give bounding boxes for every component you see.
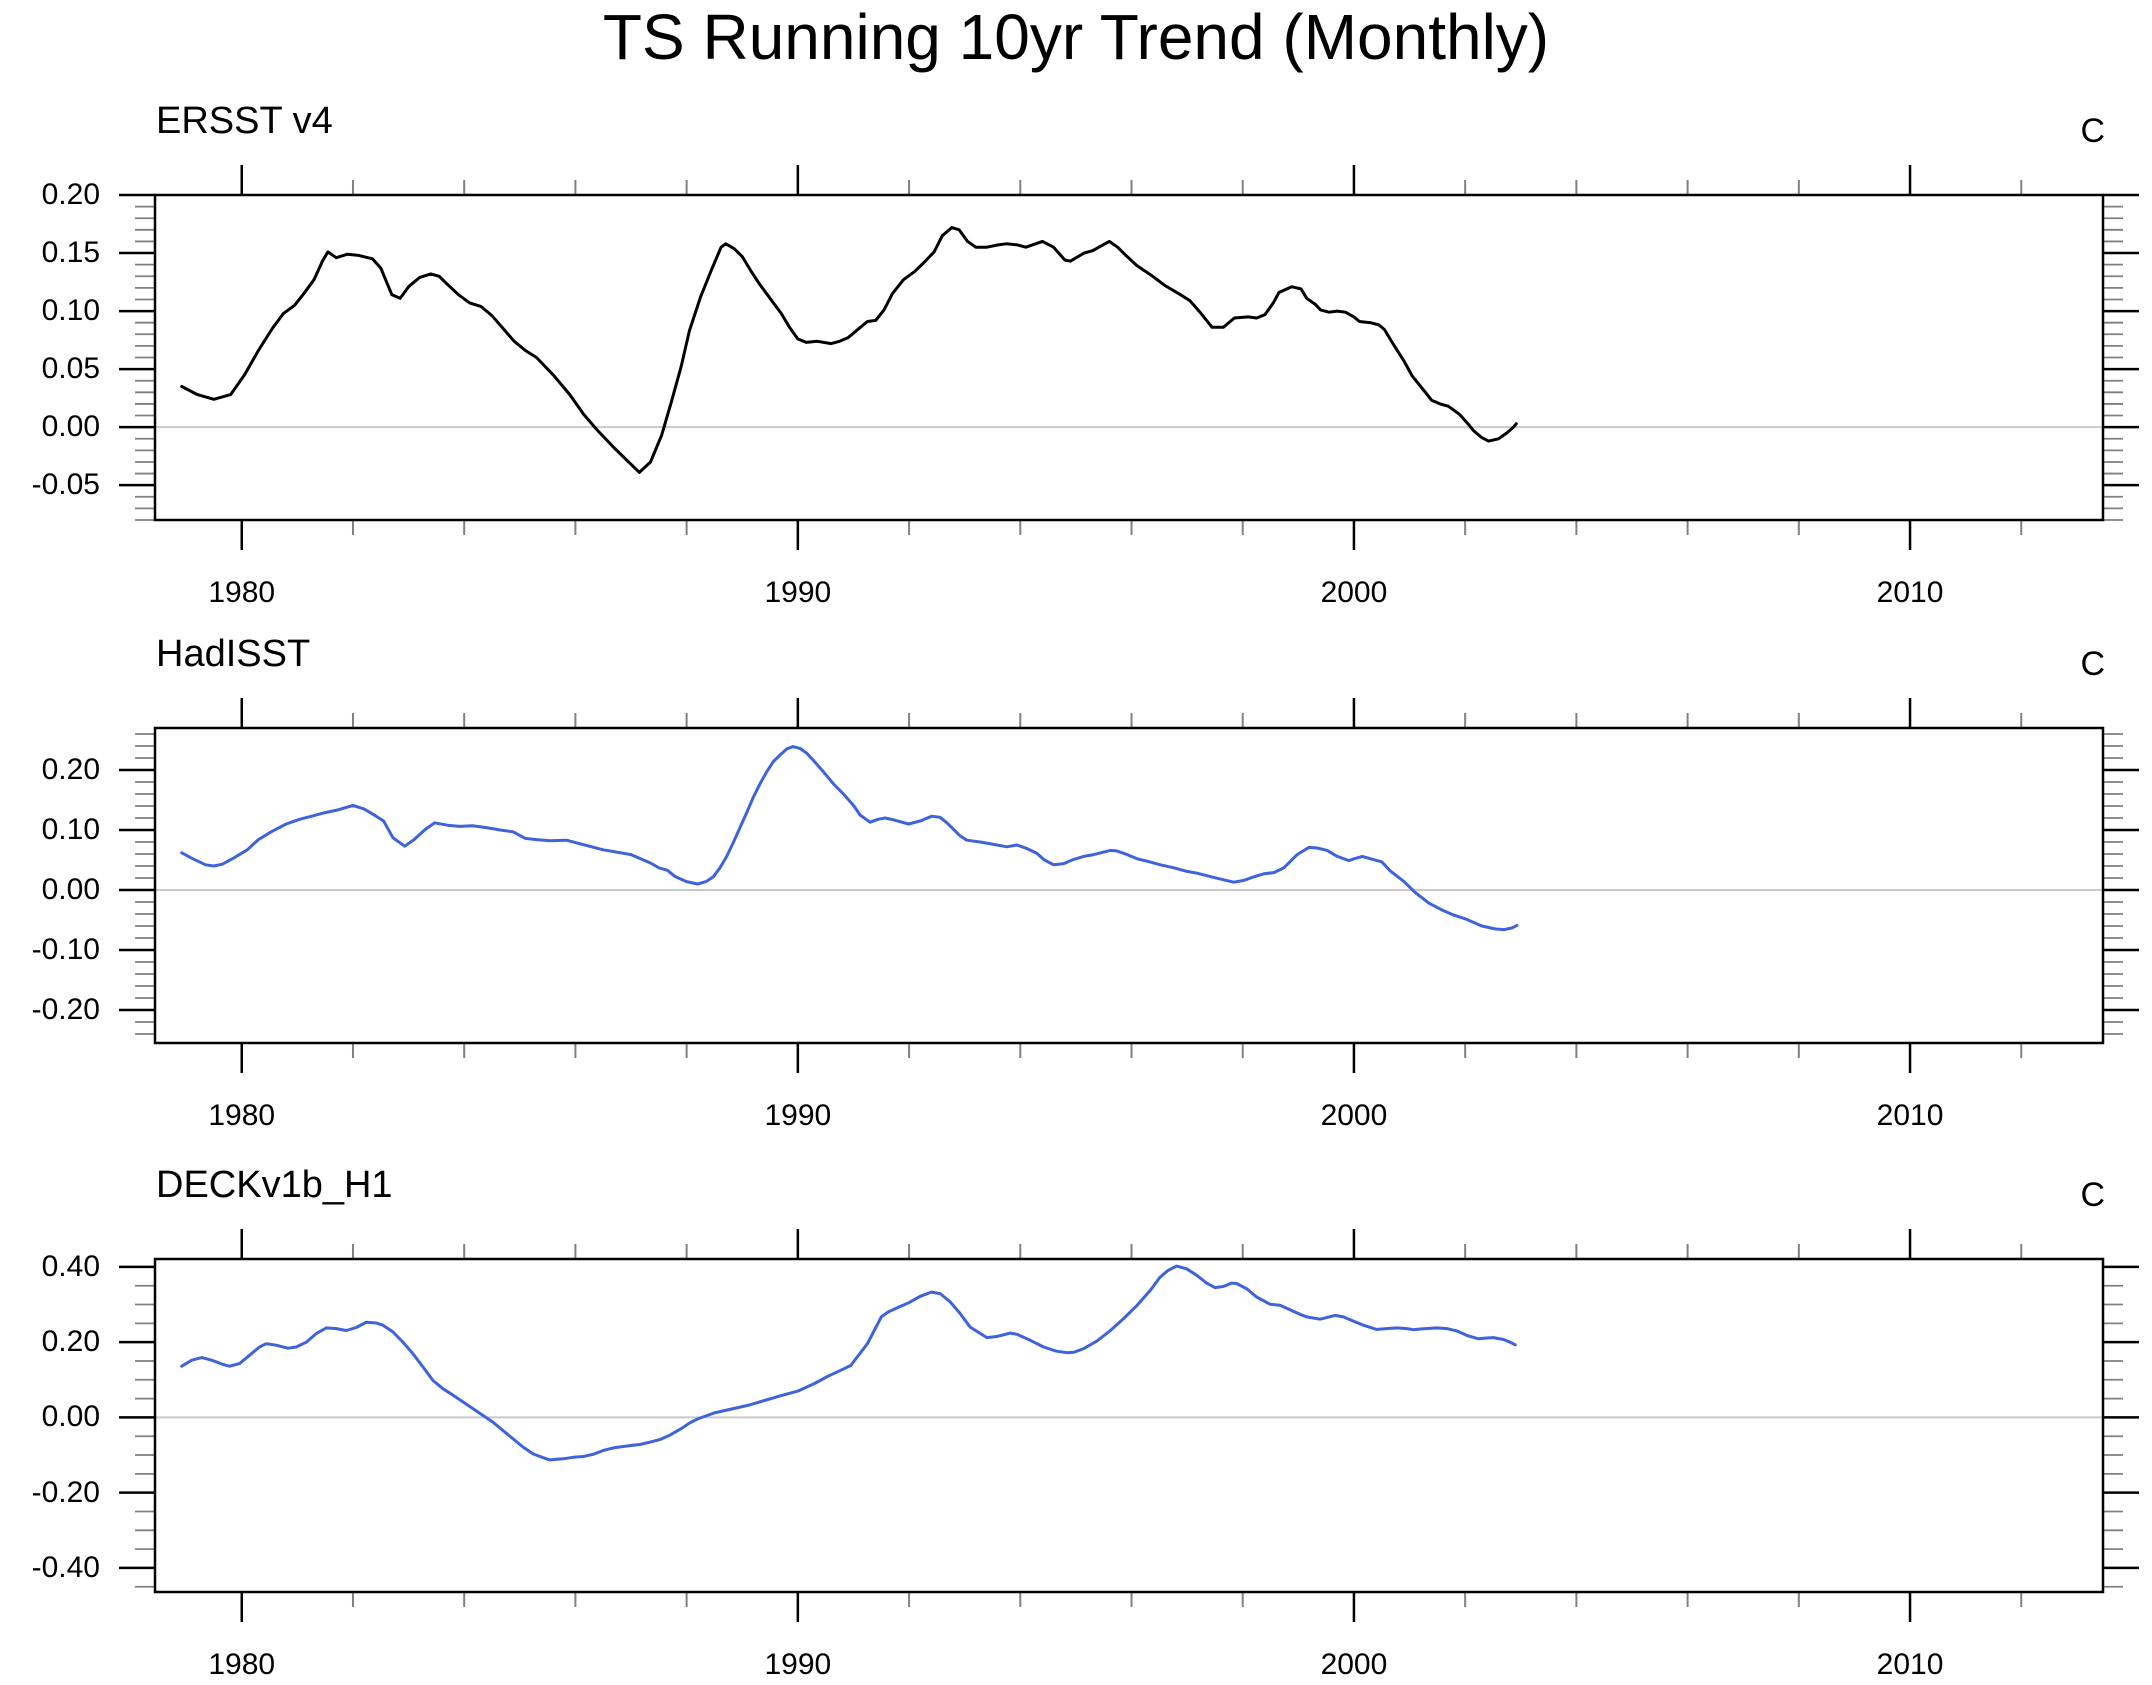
x-tick-label: 1980 xyxy=(208,576,276,609)
x-tick-label: 1980 xyxy=(208,1648,276,1681)
y-tick-label: 0.10 xyxy=(41,294,100,328)
unit-label-celsius-panel1: C xyxy=(2080,112,2105,150)
x-tick-label: 1990 xyxy=(764,1648,832,1681)
x-tick-label: 1990 xyxy=(764,576,832,609)
y-tick-label: 0.05 xyxy=(41,352,100,386)
y-tick-label: -0.20 xyxy=(31,993,100,1026)
x-tick-label: 2000 xyxy=(1320,576,1388,609)
panel-frame xyxy=(153,1257,2105,1594)
x-tick-label: 2010 xyxy=(1876,1099,1944,1132)
trend-line xyxy=(180,1264,1517,1462)
y-tick-label: 0.10 xyxy=(41,813,100,846)
unit-label-celsius-panel3: C xyxy=(2080,1176,2105,1214)
unit-label-celsius-panel2: C xyxy=(2080,645,2105,683)
y-tick-label: 0.20 xyxy=(41,753,100,786)
x-tick-label: 2000 xyxy=(1320,1648,1388,1681)
chart-title: TS Running 10yr Trend (Monthly) xyxy=(602,1,1550,73)
y-tick-label: 0.20 xyxy=(41,178,100,211)
y-tick-label: -0.05 xyxy=(31,468,100,502)
panel-frame xyxy=(153,193,2105,522)
trend-line xyxy=(180,226,1518,474)
y-tick-label: 0.00 xyxy=(41,873,100,906)
panel-title-hadisst: HadISST xyxy=(156,633,311,675)
y-tick-label: 0.20 xyxy=(41,1325,100,1359)
y-tick-label: -0.20 xyxy=(31,1475,100,1509)
x-tick-label: 2010 xyxy=(1876,576,1944,609)
y-tick-label: -0.10 xyxy=(31,933,100,966)
y-tick-label: 0.15 xyxy=(41,236,100,270)
x-tick-label: 2010 xyxy=(1876,1648,1944,1681)
panel-title-ersst-v4: ERSST v4 xyxy=(156,100,333,142)
y-tick-label: 0.40 xyxy=(41,1249,100,1283)
y-tick-label: 0.00 xyxy=(41,410,100,444)
x-tick-label: 1980 xyxy=(208,1099,276,1132)
y-tick-label: -0.40 xyxy=(31,1550,100,1584)
panel-title-deckv1b-h1: DECKv1b_H1 xyxy=(156,1164,393,1206)
x-tick-label: 2000 xyxy=(1320,1099,1388,1132)
trend-line xyxy=(180,745,1519,932)
panel-frame xyxy=(153,726,2105,1045)
y-tick-label: 0.00 xyxy=(41,1400,100,1434)
x-tick-label: 1990 xyxy=(764,1099,832,1132)
